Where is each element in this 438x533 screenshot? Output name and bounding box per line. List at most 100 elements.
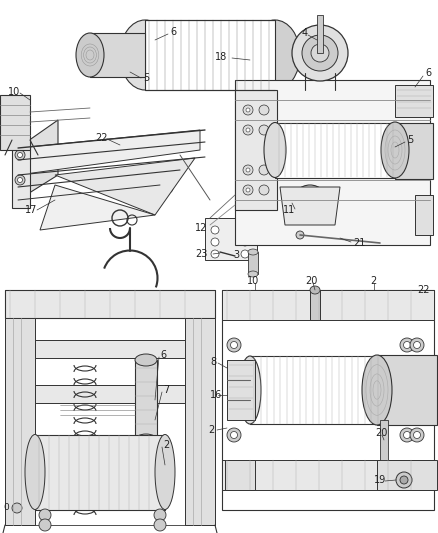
Circle shape <box>400 428 414 442</box>
Bar <box>275 123 395 178</box>
Circle shape <box>15 175 25 185</box>
Bar <box>250 356 377 424</box>
Ellipse shape <box>248 249 258 255</box>
Text: 20: 20 <box>375 428 387 438</box>
Circle shape <box>154 509 166 521</box>
Text: 11: 11 <box>283 205 295 215</box>
Circle shape <box>12 503 22 513</box>
Circle shape <box>241 238 249 246</box>
Bar <box>415 195 433 235</box>
Ellipse shape <box>310 286 320 294</box>
Bar <box>0 95 30 150</box>
Text: 3: 3 <box>233 250 239 260</box>
Text: 6: 6 <box>425 68 431 78</box>
Bar <box>12 140 30 208</box>
Circle shape <box>39 519 51 531</box>
Bar <box>222 460 434 490</box>
Bar <box>227 360 255 420</box>
Circle shape <box>230 342 237 349</box>
Text: 8: 8 <box>210 357 216 367</box>
Bar <box>5 290 215 318</box>
Text: 2: 2 <box>208 425 214 435</box>
Ellipse shape <box>25 434 45 510</box>
Text: 10: 10 <box>247 276 259 286</box>
Ellipse shape <box>384 123 406 177</box>
Circle shape <box>243 165 253 175</box>
Bar <box>35 385 185 403</box>
Circle shape <box>243 105 253 115</box>
Circle shape <box>163 183 173 193</box>
Text: 23: 23 <box>195 249 207 259</box>
Circle shape <box>292 25 348 81</box>
Circle shape <box>18 152 22 157</box>
Text: 2: 2 <box>163 440 169 450</box>
Circle shape <box>413 342 420 349</box>
Bar <box>235 90 277 210</box>
Circle shape <box>246 128 250 132</box>
Text: 5: 5 <box>143 73 149 83</box>
Circle shape <box>243 185 253 195</box>
Bar <box>248 252 258 274</box>
Text: 19: 19 <box>374 475 386 485</box>
Circle shape <box>400 476 408 484</box>
Bar <box>35 340 185 358</box>
Ellipse shape <box>135 354 157 366</box>
Polygon shape <box>18 130 200 175</box>
Ellipse shape <box>120 20 170 90</box>
Text: 20: 20 <box>305 276 318 286</box>
Circle shape <box>396 472 412 488</box>
Circle shape <box>259 105 269 115</box>
Text: 21: 21 <box>353 238 365 248</box>
Circle shape <box>403 342 410 349</box>
Text: 10: 10 <box>8 87 20 97</box>
Circle shape <box>400 338 414 352</box>
Text: 6: 6 <box>170 27 176 37</box>
Circle shape <box>302 35 338 71</box>
Polygon shape <box>280 187 340 225</box>
Circle shape <box>296 231 304 239</box>
Circle shape <box>211 250 219 258</box>
Bar <box>135 360 157 440</box>
Polygon shape <box>40 185 155 230</box>
Ellipse shape <box>250 20 300 90</box>
Ellipse shape <box>264 123 286 177</box>
Circle shape <box>211 226 219 234</box>
Bar <box>90 33 145 77</box>
Circle shape <box>166 185 170 190</box>
Text: 6: 6 <box>160 350 166 360</box>
Bar <box>35 435 165 510</box>
Circle shape <box>246 188 250 192</box>
Ellipse shape <box>362 355 392 425</box>
Circle shape <box>246 108 250 112</box>
Text: 18: 18 <box>215 52 227 62</box>
Bar <box>377 355 437 425</box>
Bar <box>5 318 35 525</box>
Text: 22: 22 <box>95 133 107 143</box>
Circle shape <box>18 177 22 182</box>
Text: 5: 5 <box>407 135 413 145</box>
Circle shape <box>413 432 420 439</box>
Bar <box>5 290 215 525</box>
Bar <box>310 290 320 320</box>
Circle shape <box>410 338 424 352</box>
Text: 17: 17 <box>25 205 37 215</box>
Text: 22: 22 <box>417 285 430 295</box>
Bar <box>235 80 430 245</box>
Circle shape <box>300 193 320 213</box>
Text: 16: 16 <box>210 390 222 400</box>
Circle shape <box>306 199 314 207</box>
Circle shape <box>154 519 166 531</box>
Ellipse shape <box>76 33 104 77</box>
Bar <box>205 218 257 260</box>
Polygon shape <box>18 120 58 200</box>
Circle shape <box>292 185 328 221</box>
Bar <box>395 123 433 179</box>
Ellipse shape <box>239 356 261 424</box>
Text: 12: 12 <box>195 223 207 233</box>
Ellipse shape <box>248 271 258 277</box>
Circle shape <box>259 185 269 195</box>
Circle shape <box>241 226 249 234</box>
Circle shape <box>259 125 269 135</box>
Bar <box>222 290 434 510</box>
Bar <box>225 460 255 490</box>
